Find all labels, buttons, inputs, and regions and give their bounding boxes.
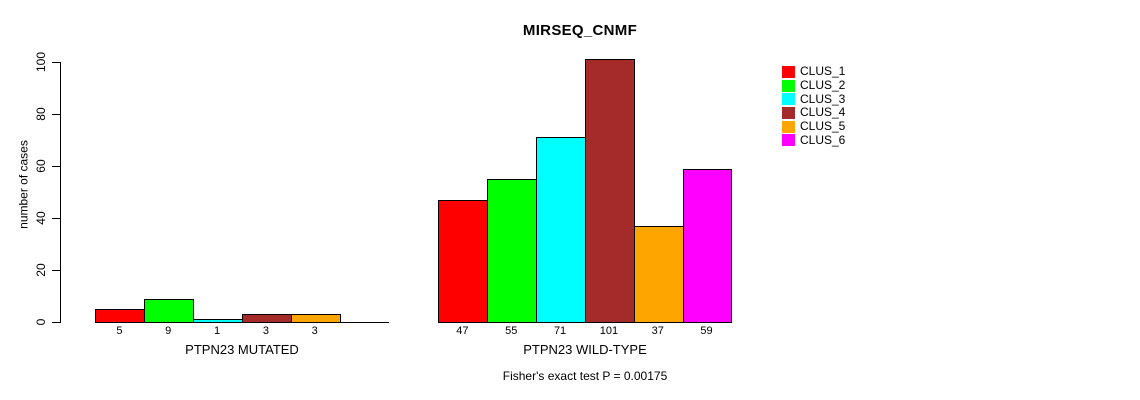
bar-clus_3-group1 xyxy=(193,319,243,323)
y-tick-label: 80 xyxy=(34,107,48,121)
y-axis-label: number of cases xyxy=(16,140,31,229)
bar-value-label: 3 xyxy=(262,325,269,337)
legend-label: CLUS_5 xyxy=(800,119,846,134)
legend-label: CLUS_4 xyxy=(800,105,846,120)
legend-label: CLUS_1 xyxy=(800,64,846,79)
y-tick-label: 20 xyxy=(34,263,48,277)
bar-clus_6-group1 xyxy=(340,322,389,323)
legend-swatch xyxy=(782,120,795,133)
legend-swatch xyxy=(782,65,795,78)
bar-value-label xyxy=(339,325,388,337)
y-tick-label: 0 xyxy=(34,318,48,326)
legend-item: CLUS_2 xyxy=(782,79,845,93)
y-tick xyxy=(52,166,60,167)
chart-title: MIRSEQ_CNMF xyxy=(522,22,638,39)
legend-label: CLUS_6 xyxy=(800,132,846,147)
fisher-test-annotation: Fisher's exact test P = 0.00175 xyxy=(502,369,668,383)
legend-swatch xyxy=(782,93,795,106)
y-tick xyxy=(52,322,60,323)
bar-clus_1-group1 xyxy=(95,309,145,323)
legend-item: CLUS_3 xyxy=(782,92,845,106)
bar-value-label: 37 xyxy=(651,325,664,337)
bar-clus_4-group2 xyxy=(585,59,635,323)
y-tick xyxy=(52,62,60,63)
bar-value-labels: 47 55 71 101 37 59 xyxy=(438,325,731,337)
legend-swatch xyxy=(782,106,795,119)
bar-clus_6-group2 xyxy=(683,169,732,323)
bar-value-label: 5 xyxy=(116,325,123,337)
legend-swatch xyxy=(782,79,795,92)
legend-label: CLUS_2 xyxy=(800,78,846,93)
legend-swatch xyxy=(782,134,795,147)
bar-value-label: 1 xyxy=(214,325,221,337)
y-tick xyxy=(52,114,60,115)
x-axis-label-wildtype: PTPN23 WILD-TYPE xyxy=(523,342,647,357)
bar-value-label: 9 xyxy=(165,325,172,337)
bar-value-label: 3 xyxy=(311,325,318,337)
y-tick-label: 40 xyxy=(34,211,48,225)
legend-item: CLUS_1 xyxy=(782,65,845,79)
bar-value-label: 55 xyxy=(505,325,518,337)
legend-item: CLUS_4 xyxy=(782,106,845,120)
bar-clus_5-group2 xyxy=(634,226,684,323)
bar-clus_2-group2 xyxy=(487,179,537,323)
bar-clus_5-group1 xyxy=(291,314,341,323)
y-tick xyxy=(52,218,60,219)
y-tick-label: 100 xyxy=(34,51,48,73)
y-tick-label: 60 xyxy=(34,159,48,173)
bar-value-label: 71 xyxy=(553,325,567,337)
bar-value-label: 101 xyxy=(599,325,619,337)
bar-clus_3-group2 xyxy=(536,137,586,323)
y-tick xyxy=(52,270,60,271)
legend-item: CLUS_5 xyxy=(782,120,845,134)
bar-value-label: 47 xyxy=(456,325,469,337)
bar-clus_1-group2 xyxy=(438,200,488,323)
legend-label: CLUS_3 xyxy=(800,91,846,106)
legend: CLUS_1 CLUS_2 CLUS_3 CLUS_4 CLUS_5 CLUS_6 xyxy=(782,65,845,147)
legend-item: CLUS_6 xyxy=(782,133,845,147)
bar-clus_4-group1 xyxy=(242,314,292,323)
bar-clus_2-group1 xyxy=(144,299,194,323)
y-axis-line xyxy=(60,62,61,323)
x-axis-label-mutated: PTPN23 MUTATED xyxy=(185,342,299,357)
bar-value-label: 59 xyxy=(700,325,713,337)
